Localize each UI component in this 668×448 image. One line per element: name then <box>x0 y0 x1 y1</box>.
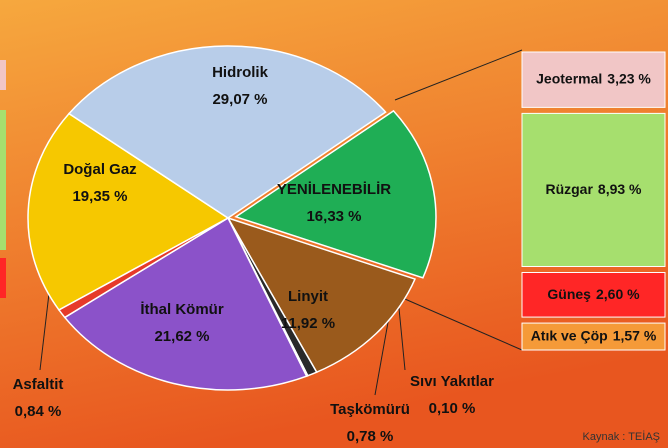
pie-slice <box>63 216 308 391</box>
slice-label: Linyit <box>288 288 328 305</box>
breakdown-label: Jeotermal 3,23 % <box>536 70 651 86</box>
leader-line <box>39 284 51 371</box>
breakdown-label: Güneş 2,60 % <box>547 285 640 301</box>
leader-line <box>397 297 406 371</box>
breakdown-name: Güneş <box>547 285 591 301</box>
breakdown-segment <box>521 322 666 351</box>
decor <box>0 60 6 90</box>
breakdown-label: Atık ve Çöp 1,57 % <box>531 327 657 343</box>
slice-value: 19,35 % <box>72 188 127 205</box>
breakdown-label: Rüzgar 8,93 % <box>545 181 642 197</box>
slice-value: 0,10 % <box>429 400 476 417</box>
breakdown-segment <box>521 112 666 267</box>
decor <box>0 110 6 250</box>
breakdown-value: 2,60 % <box>596 285 640 301</box>
slice-value: 21,62 % <box>154 328 209 345</box>
breakdown-value: 8,93 % <box>598 181 642 197</box>
breakdown-name: Atık ve Çöp <box>531 327 608 343</box>
breakdown-name: Rüzgar <box>545 181 593 197</box>
slice-label: Hidrolik <box>212 64 268 81</box>
slice-value: 11,92 % <box>281 315 335 332</box>
pie-slice <box>234 109 437 279</box>
pie-slice <box>67 45 387 219</box>
breakdown-segment <box>521 51 666 108</box>
slice-value: 0,84 % <box>15 403 62 420</box>
breakdown-segment <box>521 271 666 318</box>
breakdown-value: 1,57 % <box>613 327 657 343</box>
connector <box>397 295 523 351</box>
pie-slice <box>27 112 230 311</box>
breakdown-value: 3,23 % <box>607 70 651 86</box>
slice-label: Sıvı Yakıtlar <box>410 373 494 390</box>
slice-label: Asfaltit <box>13 376 64 393</box>
connector <box>394 49 523 101</box>
slice-value: 0,78 % <box>347 428 394 445</box>
slice-value: 29,07 % <box>212 91 267 108</box>
slice-label: İthal Kömür <box>140 301 223 318</box>
slice-value: 16,33 % <box>306 208 361 225</box>
breakdown-bar: Jeotermal 3,23 % Rüzgar 8,93 % Güneş 2,60 % At… <box>521 51 666 351</box>
pie <box>27 45 437 391</box>
slice-label: YENİLENEBİLİR <box>277 181 391 198</box>
slice-label: Taşkömürü <box>330 401 410 418</box>
labels: YENİLENEBİLİR 16,33 % Linyit 11,92 % Taşkömü… <box>13 64 495 445</box>
decor <box>0 258 6 298</box>
slice-label: Doğal Gaz <box>63 161 136 178</box>
breakdown-name: Jeotermal <box>536 70 602 86</box>
pie-slice <box>226 216 417 374</box>
source: Kaynak : TEİAŞ <box>583 430 660 443</box>
